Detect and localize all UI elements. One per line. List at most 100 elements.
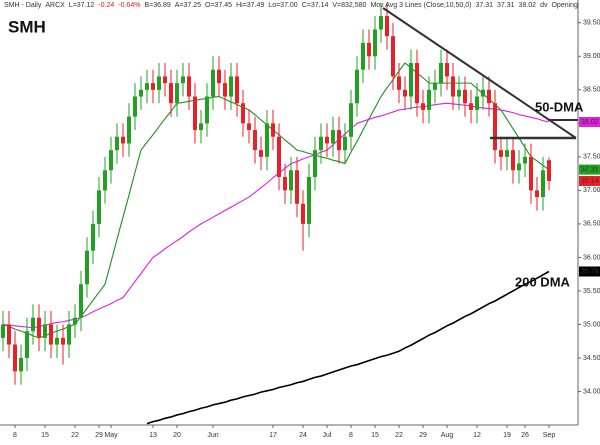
- x-tick-label: 15: [371, 432, 379, 439]
- candle-body: [109, 150, 113, 171]
- candle-body: [67, 324, 71, 345]
- header-item: dv: [540, 2, 548, 9]
- header-item: 37.31: [497, 2, 515, 9]
- candle-body: [421, 103, 425, 110]
- annotation: 200 DMA: [515, 274, 571, 289]
- y-tick-label: 34.00: [583, 388, 600, 395]
- candle-body: [313, 150, 317, 177]
- candle-body: [319, 136, 323, 151]
- moving-average: [146, 270, 550, 425]
- header-item: Lo=37.00: [268, 2, 297, 9]
- candle-body: [49, 324, 53, 345]
- candle-body: [355, 69, 359, 104]
- x-tick-label: 24: [299, 432, 307, 439]
- candle-body: [145, 83, 149, 90]
- x-tick-label: 13: [149, 432, 157, 439]
- y-tick-label: 35.50: [583, 288, 600, 295]
- x-tick-label: 20: [173, 432, 181, 439]
- candle-body: [529, 156, 533, 191]
- candle-body: [187, 76, 191, 97]
- x-tick-label: 29: [95, 432, 103, 439]
- x-tick-label: 15: [41, 432, 49, 439]
- header-item: Opening: [551, 2, 578, 9]
- x-tick-label: 22: [71, 432, 79, 439]
- x-tick-label: 29: [419, 432, 427, 439]
- header-item: L=37.12: [69, 2, 95, 9]
- candle-body: [415, 63, 419, 104]
- candle-body: [31, 317, 35, 332]
- price-tag: [579, 117, 600, 128]
- candle-body: [409, 63, 413, 97]
- trend-line: [382, 7, 577, 139]
- candle-body: [61, 337, 65, 345]
- candle-body: [199, 123, 203, 131]
- candle-body: [193, 96, 197, 131]
- plot-area: [1, 2, 551, 425]
- header-item: Mov Avg 3 Lines (Close,10,50,0): [370, 2, 471, 9]
- candle-body: [469, 103, 473, 110]
- candle-body: [277, 136, 281, 177]
- candle-body: [337, 130, 341, 151]
- candle-body: [307, 176, 311, 224]
- price-tag: [579, 175, 600, 186]
- candle-body: [169, 83, 173, 104]
- header-item: ARCX: [45, 2, 65, 9]
- header-item: O=37.45: [205, 2, 232, 9]
- candle-body: [217, 69, 221, 84]
- header-item: 37.31: [475, 2, 493, 9]
- candle-body: [397, 76, 401, 90]
- header-item: Hi=37.49: [236, 2, 264, 9]
- candle-body: [367, 42, 371, 57]
- candle-body: [121, 136, 125, 144]
- candle-body: [271, 123, 275, 137]
- candle-body: [475, 96, 479, 110]
- candle-body: [25, 331, 29, 358]
- header: SMH - Daily ARCX L=37.12 -0.24 -0.64% B=36.89…: [4, 2, 578, 9]
- candle-body: [445, 63, 449, 77]
- candle-body: [253, 130, 257, 151]
- candle-body: [391, 36, 395, 77]
- header-item: C=37.14: [302, 2, 329, 9]
- candle-body: [223, 83, 227, 97]
- candle-body: [1, 324, 5, 338]
- y-tick-label: 39.50: [583, 20, 600, 27]
- y-tick-label: 37.00: [583, 187, 600, 194]
- candle-body: [349, 103, 353, 137]
- candle-body: [295, 170, 299, 204]
- candle-body: [463, 89, 467, 104]
- candle-body: [241, 103, 245, 124]
- moving-average: [2, 102, 550, 329]
- candle-body: [205, 96, 209, 124]
- candle-body: [97, 190, 101, 224]
- candle-body: [451, 76, 455, 97]
- candle-body: [139, 89, 143, 97]
- candle-body: [535, 190, 539, 198]
- candle-body: [235, 76, 239, 104]
- candle-body: [103, 170, 107, 191]
- candle-body: [43, 324, 47, 338]
- candle-body: [13, 344, 17, 372]
- y-tick-label: 38.50: [583, 87, 600, 94]
- price-tag-label: 35.79: [581, 268, 599, 275]
- candle-body: [433, 83, 437, 90]
- x-tick-label: May: [104, 432, 118, 439]
- candle-body: [55, 337, 59, 345]
- candle-body: [85, 250, 89, 285]
- candle-body: [79, 284, 83, 318]
- x-tick-label: 8: [13, 432, 17, 439]
- header-item: V=832,580: [332, 2, 366, 9]
- price-tag-label: 37.14: [581, 178, 599, 185]
- header-item: -0.24: [98, 2, 114, 9]
- candle-body: [289, 170, 293, 191]
- x-tick-label: Jun: [207, 432, 218, 439]
- candle-body: [547, 160, 551, 181]
- candle-body: [499, 150, 503, 157]
- candle-body: [181, 76, 185, 84]
- y-tick-label: 37.50: [583, 154, 600, 161]
- candle-body: [361, 42, 365, 70]
- x-tick-label: Aug: [441, 432, 454, 439]
- price-tag: [579, 164, 600, 175]
- y-tick-label: 34.50: [583, 355, 600, 362]
- candle-body: [385, 16, 389, 37]
